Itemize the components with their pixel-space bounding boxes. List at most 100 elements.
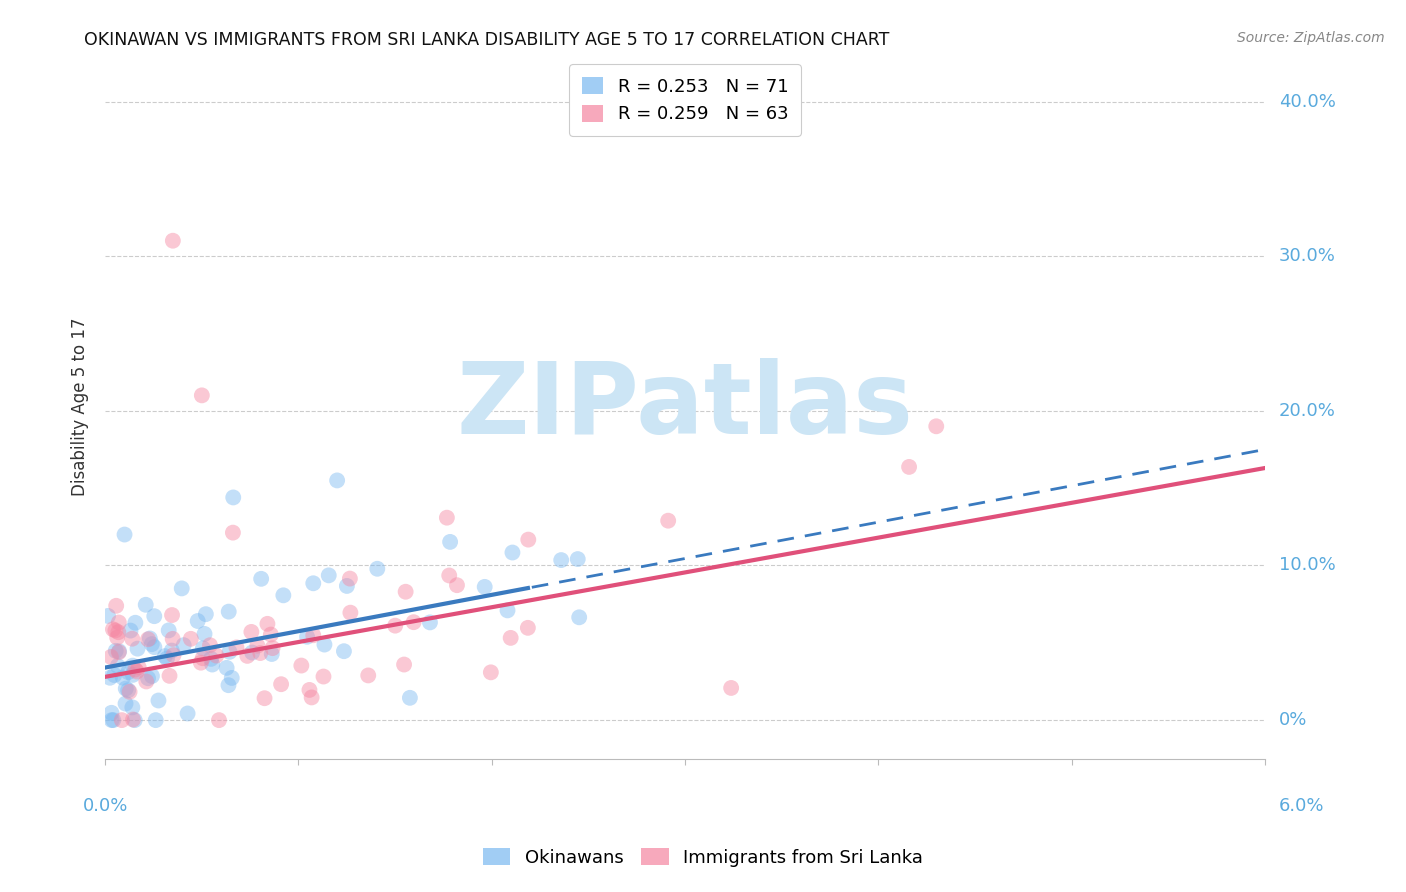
Point xyxy=(173,638,195,652)
Point xyxy=(135,598,157,612)
Point xyxy=(256,616,278,631)
Point xyxy=(357,668,380,682)
Point xyxy=(162,648,184,662)
Point xyxy=(121,700,143,714)
Point xyxy=(191,651,214,665)
Y-axis label: Disability Age 5 to 17: Disability Age 5 to 17 xyxy=(72,318,89,496)
Point xyxy=(302,576,325,591)
Point xyxy=(122,713,145,727)
Point xyxy=(193,627,215,641)
Point xyxy=(222,491,245,505)
Point xyxy=(384,618,406,632)
Point xyxy=(117,683,139,698)
Point xyxy=(98,671,121,685)
Point xyxy=(290,658,312,673)
Point xyxy=(105,631,128,645)
Point xyxy=(120,624,142,638)
Point xyxy=(103,668,125,682)
Point xyxy=(236,648,259,663)
Point xyxy=(395,584,418,599)
Point xyxy=(336,579,359,593)
Point xyxy=(318,568,340,582)
Point xyxy=(218,605,240,619)
Point xyxy=(135,674,157,689)
Text: 6.0%: 6.0% xyxy=(1278,797,1324,815)
Text: 40.0%: 40.0% xyxy=(1278,93,1336,111)
Point xyxy=(108,644,131,658)
Point xyxy=(314,638,336,652)
Point xyxy=(260,647,283,661)
Point xyxy=(446,578,468,592)
Point xyxy=(191,388,214,402)
Point xyxy=(100,713,122,727)
Point xyxy=(128,660,150,674)
Point xyxy=(190,656,212,670)
Point xyxy=(496,603,519,617)
Text: 20.0%: 20.0% xyxy=(1278,401,1336,420)
Point xyxy=(302,628,325,642)
Point xyxy=(121,668,143,682)
Point xyxy=(273,588,295,602)
Point xyxy=(517,533,540,547)
Text: Source: ZipAtlas.com: Source: ZipAtlas.com xyxy=(1237,31,1385,45)
Point xyxy=(295,630,318,644)
Point xyxy=(104,644,127,658)
Point xyxy=(240,646,263,660)
Point xyxy=(108,615,131,630)
Text: 30.0%: 30.0% xyxy=(1278,247,1336,265)
Point xyxy=(111,713,134,727)
Point xyxy=(201,657,224,672)
Point xyxy=(156,651,179,665)
Point xyxy=(260,627,283,641)
Point xyxy=(145,713,167,727)
Point xyxy=(124,713,146,727)
Point xyxy=(162,234,184,248)
Point xyxy=(474,580,496,594)
Point xyxy=(121,632,143,646)
Point xyxy=(339,606,361,620)
Point xyxy=(439,535,461,549)
Point xyxy=(141,637,163,651)
Point xyxy=(194,607,217,622)
Text: ZIPatlas: ZIPatlas xyxy=(457,359,914,456)
Text: OKINAWAN VS IMMIGRANTS FROM SRI LANKA DISABILITY AGE 5 TO 17 CORRELATION CHART: OKINAWAN VS IMMIGRANTS FROM SRI LANKA DI… xyxy=(84,31,890,49)
Point xyxy=(114,527,136,541)
Point xyxy=(117,665,139,680)
Point xyxy=(250,572,273,586)
Point xyxy=(222,525,245,540)
Point xyxy=(657,514,679,528)
Point xyxy=(501,545,523,559)
Text: 0.0%: 0.0% xyxy=(83,797,128,815)
Text: 0%: 0% xyxy=(1278,711,1308,729)
Point xyxy=(118,685,141,699)
Legend: Okinawans, Immigrants from Sri Lanka: Okinawans, Immigrants from Sri Lanka xyxy=(475,841,931,874)
Point xyxy=(162,632,184,646)
Point xyxy=(127,641,149,656)
Point xyxy=(124,615,146,630)
Point xyxy=(107,645,129,659)
Point xyxy=(925,419,948,434)
Point xyxy=(176,706,198,721)
Text: 10.0%: 10.0% xyxy=(1278,557,1336,574)
Point xyxy=(136,632,159,647)
Point xyxy=(366,562,388,576)
Point xyxy=(160,608,183,623)
Point xyxy=(159,669,181,683)
Point xyxy=(111,671,134,685)
Point xyxy=(479,665,502,680)
Point xyxy=(100,649,122,664)
Point xyxy=(568,610,591,624)
Point xyxy=(157,624,180,638)
Point xyxy=(143,640,166,655)
Point xyxy=(898,459,921,474)
Point xyxy=(249,646,271,660)
Point xyxy=(114,697,136,711)
Point xyxy=(550,553,572,567)
Point xyxy=(208,713,231,727)
Point xyxy=(392,657,415,672)
Point xyxy=(125,665,148,679)
Point xyxy=(399,690,422,705)
Point xyxy=(218,645,240,659)
Point xyxy=(567,552,589,566)
Point xyxy=(246,639,269,653)
